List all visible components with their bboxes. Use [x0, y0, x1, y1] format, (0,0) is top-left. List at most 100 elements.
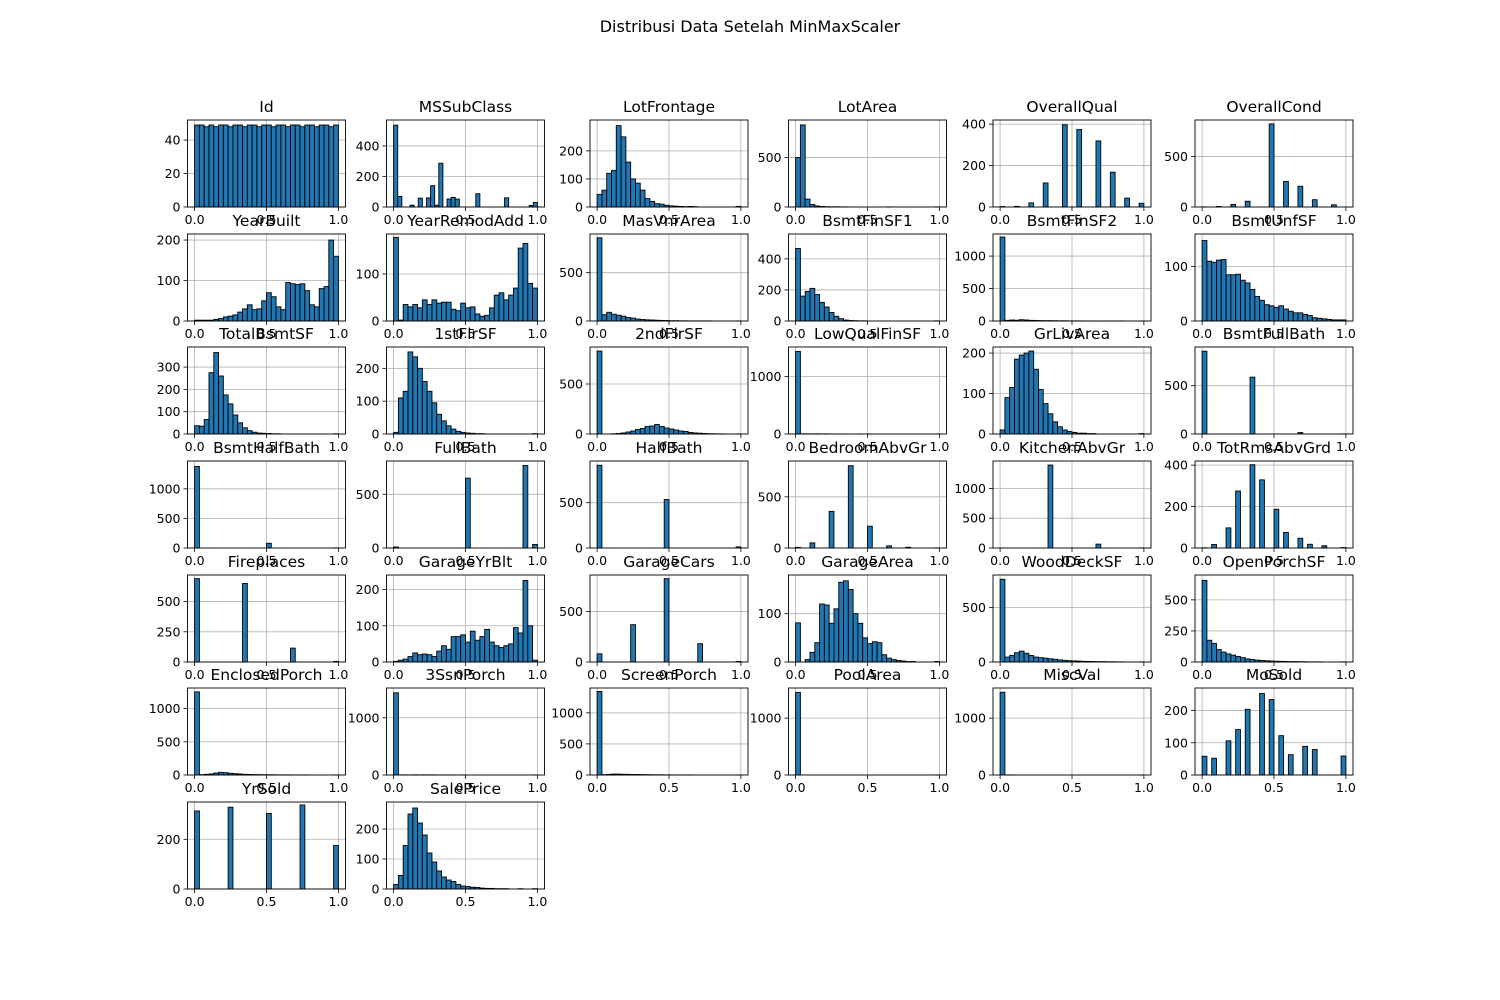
histogram-bar: [393, 692, 399, 776]
histogram-bar: [266, 812, 272, 890]
histogram-bar: [1230, 654, 1237, 663]
x-tick-label: 0.5: [1264, 667, 1284, 682]
histogram-bar: [615, 314, 622, 322]
y-tick-label: 1000: [750, 369, 782, 384]
histogram-bar: [417, 654, 423, 663]
histogram-bar: [266, 542, 272, 549]
histogram-bar: [804, 291, 811, 322]
x-tick-label: 0.5: [659, 780, 679, 795]
histogram-bar: [795, 691, 801, 776]
y-tick-label: 500: [356, 487, 380, 502]
histogram-bar: [280, 309, 287, 322]
subplot-openporchsf: 0.0 0.5 1.0 0 250 500 OpenPorchSF: [1164, 553, 1356, 682]
x-tick-label: 0.0: [990, 780, 1010, 795]
x-tick-label: 1.0: [527, 894, 547, 909]
subplot-enclosedporch: 0.0 0.5 1.0 0 500 1000 EnclosedPorch: [149, 666, 349, 795]
histogram-bar: [1240, 279, 1246, 322]
y-tick-label: 0: [1180, 768, 1188, 783]
y-tick-label: 0: [978, 427, 986, 442]
subplot-2ndflrsf: 0.0 0.5 1.0 0 500 2ndFlrSF: [559, 325, 751, 454]
x-tick-label: 0.5: [456, 780, 476, 795]
y-tick-label: 500: [1164, 592, 1188, 607]
histogram-bar: [318, 124, 325, 208]
subplot-title: BsmtHalfBath: [213, 439, 320, 457]
y-tick-label: 0: [774, 768, 782, 783]
y-tick-label: 0: [774, 655, 782, 670]
histogram-bar: [867, 525, 873, 549]
histogram-bar: [644, 198, 651, 208]
subplot-poolarea: 0.0 0.5 1.0 0 1000 PoolArea: [750, 666, 950, 795]
histogram-bar: [256, 126, 263, 208]
x-tick-label: 1.0: [1134, 780, 1154, 795]
histogram-bar: [663, 427, 670, 435]
histogram-bar: [517, 632, 524, 663]
histogram-bar: [397, 196, 403, 208]
subplot-id: 0.0 0.5 1.0 0 20 40 Id: [165, 98, 349, 227]
histogram-bar: [635, 429, 641, 435]
histogram-bar: [1220, 651, 1227, 663]
y-tick-label: 200: [962, 158, 986, 173]
subplot-kitchenabvgr: 0.0 0.5 1.0 0 500 1000 KitchenAbvGr: [954, 439, 1154, 568]
x-tick-label: 0.0: [185, 439, 205, 454]
histogram-bar: [479, 315, 486, 322]
y-tick-label: 1000: [954, 249, 986, 264]
x-tick-label: 1.0: [731, 780, 751, 795]
histogram-bar: [227, 806, 234, 890]
x-tick-label: 1.0: [328, 894, 348, 909]
histogram-bar: [246, 430, 253, 435]
y-tick-label: 0: [372, 882, 380, 897]
histogram-bar: [426, 852, 433, 890]
histogram-bar: [465, 641, 471, 663]
subplot-masvnrarea: 0.0 0.5 1.0 0 500 MasVnrArea: [559, 212, 751, 341]
histogram-bar: [417, 197, 423, 208]
subplot-title: GarageArea: [821, 553, 913, 571]
y-tick-label: 0: [1180, 427, 1188, 442]
subplot-screenporch: 0.0 0.5 1.0 0 500 1000 ScreenPorch: [551, 666, 751, 795]
histogram-bar: [1052, 421, 1059, 435]
histogram-bar: [446, 198, 452, 208]
histogram-bar: [445, 301, 452, 322]
x-tick-label: 0.0: [185, 212, 205, 227]
subplot-yearremodadd: 0.0 0.5 1.0 0 100 YearRemodAdd: [356, 212, 548, 341]
y-tick-label: 500: [157, 734, 181, 749]
histogram-bar: [431, 656, 438, 663]
histogram-bar: [843, 580, 849, 663]
subplot-fireplaces: 0.0 0.5 1.0 0 250 500 Fireplaces: [157, 553, 349, 682]
histogram-bar: [1244, 658, 1251, 663]
y-tick-label: 0: [173, 541, 181, 556]
histogram-bar: [299, 126, 306, 208]
histogram-bar: [649, 425, 656, 435]
histogram-bar: [1259, 299, 1265, 322]
histogram-bar: [1302, 314, 1308, 322]
histogram-bar: [1047, 464, 1054, 549]
y-tick-label: 0: [575, 768, 583, 783]
y-tick-label: 0: [173, 768, 181, 783]
subplot-bsmtfinsf2: 0.0 0.5 1.0 0 500 1000 BsmtFinSF2: [954, 212, 1154, 341]
x-tick-label: 0.5: [858, 439, 878, 454]
x-tick-label: 1.0: [527, 439, 547, 454]
x-tick-label: 0.0: [786, 326, 806, 341]
histogram-bar: [852, 613, 859, 663]
x-tick-label: 0.0: [1192, 326, 1212, 341]
x-tick-label: 0.5: [456, 667, 476, 682]
x-tick-label: 0.0: [990, 212, 1010, 227]
histogram-bar: [441, 876, 447, 890]
histogram-bar: [242, 126, 248, 208]
x-tick-label: 0.0: [185, 780, 205, 795]
x-tick-label: 1.0: [1134, 553, 1154, 568]
x-tick-label: 0.0: [384, 894, 404, 909]
histogram-bar: [1287, 310, 1294, 322]
histogram-bar: [402, 845, 409, 890]
x-tick-label: 1.0: [929, 667, 949, 682]
x-tick-label: 0.0: [1192, 212, 1212, 227]
histogram-bar: [1076, 129, 1083, 208]
histogram-bar: [450, 428, 457, 435]
histogram-bar: [1201, 580, 1208, 663]
subplot-lowqualfinsf: 0.0 0.5 1.0 0 1000 LowQualFinSF: [750, 325, 950, 454]
y-tick-label: 0: [173, 882, 181, 897]
x-tick-label: 1.0: [929, 780, 949, 795]
histogram-bar: [294, 124, 301, 208]
x-tick-label: 0.5: [659, 553, 679, 568]
histogram-bar: [1297, 312, 1304, 322]
histogram-bar: [430, 185, 436, 208]
